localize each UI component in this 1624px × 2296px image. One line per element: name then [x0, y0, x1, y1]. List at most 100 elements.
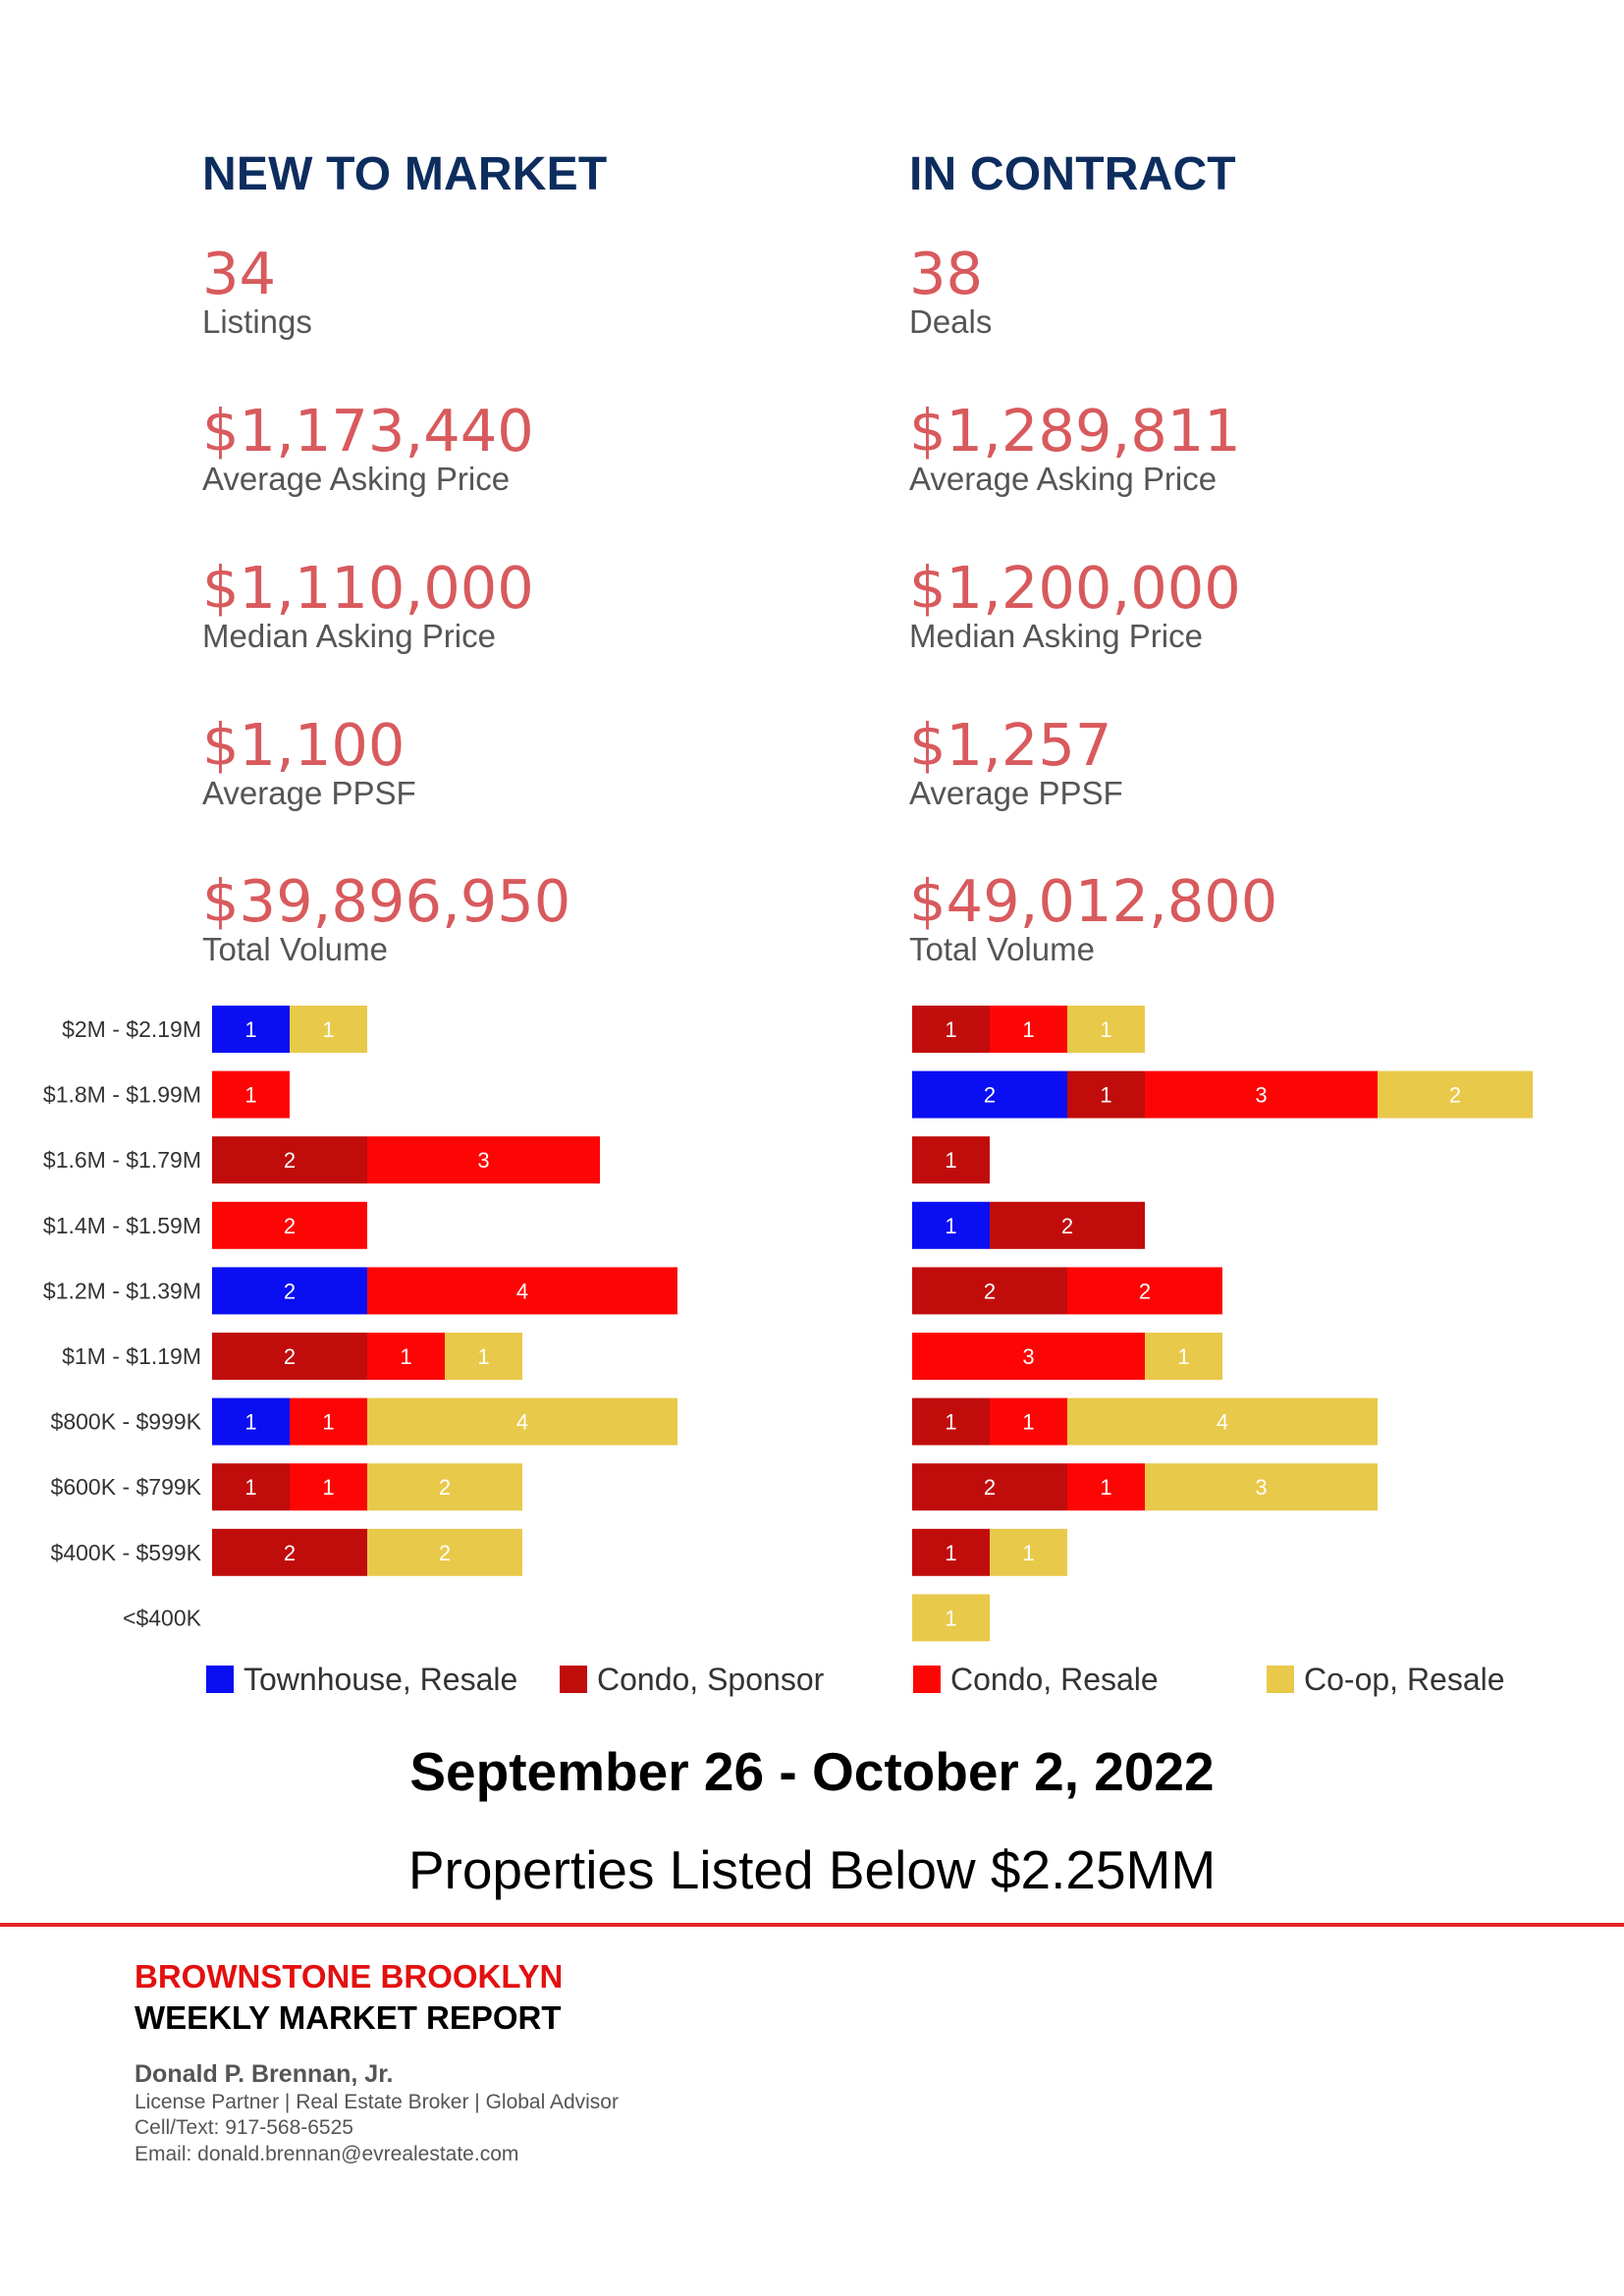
- stat-label: Average PPSF: [202, 775, 416, 811]
- stat-label: Average PPSF: [909, 775, 1123, 811]
- bar-data-label: 1: [322, 1410, 334, 1435]
- category-label: $2M - $2.19M: [62, 1016, 201, 1042]
- bar-segment: [1067, 1267, 1222, 1315]
- stat-value: $1,289,811: [909, 397, 1241, 465]
- bar-data-label: 1: [244, 1083, 256, 1108]
- category-label: $1.4M - $1.59M: [43, 1213, 201, 1238]
- category-label: $1.6M - $1.79M: [43, 1147, 201, 1173]
- agent-name: Donald P. Brennan, Jr.: [135, 2060, 394, 2088]
- bar-data-label: 1: [244, 1475, 256, 1500]
- bar-data-label: 3: [1022, 1344, 1034, 1369]
- bar-data-label: 4: [516, 1279, 528, 1303]
- bar-data-label: 2: [1449, 1083, 1461, 1108]
- bar-segment: [212, 1070, 290, 1119]
- agent-title: License Partner | Real Estate Broker | G…: [135, 2091, 619, 2113]
- report-name: WEEKLY MARKET REPORT: [135, 1999, 562, 2036]
- legend-label: Condo, Sponsor: [597, 1662, 825, 1697]
- stat-label: Total Volume: [909, 931, 1095, 967]
- bar-segment: [912, 1594, 990, 1642]
- category-label: $400K - $599K: [51, 1540, 202, 1565]
- bar-data-label: 1: [400, 1344, 411, 1369]
- bar-data-label: 1: [477, 1344, 489, 1369]
- bar-data-label: 3: [1255, 1475, 1267, 1500]
- bar-segment: [1067, 1070, 1145, 1119]
- legend-swatch: [206, 1666, 234, 1693]
- new-to-market-title: NEW TO MARKET: [202, 148, 608, 200]
- bar-data-label: 1: [945, 1541, 956, 1565]
- stat-value: $39,896,950: [202, 867, 571, 935]
- stat-label: Median Asking Price: [909, 618, 1203, 654]
- bar-data-label: 4: [516, 1410, 528, 1435]
- stat-value: $49,012,800: [909, 867, 1278, 935]
- bar-segment: [290, 1463, 367, 1511]
- agent-email: Email: donald.brennan@evrealestate.com: [135, 2143, 519, 2165]
- bar-data-label: 1: [1100, 1475, 1111, 1500]
- bar-segment: [212, 1201, 367, 1249]
- bar-data-label: 1: [945, 1148, 956, 1173]
- agent-phone: Cell/Text: 917-568-6525: [135, 2116, 353, 2139]
- legend-coop-resale: Co-op, Resale: [1267, 1662, 1505, 1697]
- bar-segment: [912, 1463, 1067, 1511]
- listings-stat: 34 Listings: [202, 244, 312, 340]
- bar-data-label: 1: [322, 1475, 334, 1500]
- bar-segment: [990, 1397, 1067, 1446]
- bar-segment: [1145, 1463, 1378, 1511]
- bar-data-label: 2: [284, 1541, 296, 1565]
- category-label: $600K - $799K: [51, 1474, 202, 1500]
- stat-value: 34: [202, 240, 277, 307]
- category-label: <$400K: [123, 1605, 202, 1630]
- legend-label: Townhouse, Resale: [244, 1662, 518, 1697]
- footer-divider: [0, 1923, 1624, 1927]
- bar-segment: [212, 1267, 367, 1315]
- bar-segment: [990, 1006, 1067, 1053]
- bar-data-label: 2: [1139, 1279, 1151, 1303]
- bar-segment: [212, 1333, 367, 1380]
- category-label: $1.2M - $1.39M: [43, 1278, 201, 1303]
- bar-segment: [367, 1333, 445, 1380]
- stat-label: Listings: [202, 303, 312, 340]
- bar-data-label: 1: [244, 1410, 256, 1435]
- average-asking-price-stat: $1,173,440 Average Asking Price: [202, 401, 534, 497]
- bar-data-label: 2: [284, 1279, 296, 1303]
- bar-segment: [290, 1006, 367, 1053]
- total-volume-stat: $49,012,800 Total Volume: [909, 871, 1277, 967]
- bar-data-label: 1: [322, 1017, 334, 1042]
- bar-segment: [212, 1006, 290, 1053]
- bar-segment: [1145, 1333, 1222, 1380]
- bar-data-label: 2: [284, 1344, 296, 1369]
- bar-segment: [1145, 1070, 1378, 1119]
- bar-segment: [912, 1136, 990, 1184]
- legend-condo-resale: Condo, Resale: [913, 1662, 1159, 1697]
- bar-segment: [912, 1528, 990, 1576]
- bar-data-label: 2: [984, 1475, 996, 1500]
- bar-data-label: 1: [945, 1017, 956, 1042]
- bar-segment: [912, 1333, 1145, 1380]
- bar-data-label: 2: [284, 1148, 296, 1173]
- bar-segment: [367, 1528, 522, 1576]
- stat-label: Average Asking Price: [909, 461, 1218, 497]
- median-asking-price-stat: $1,200,000 Median Asking Price: [909, 558, 1241, 654]
- bar-data-label: 1: [945, 1410, 956, 1435]
- bar-data-label: 1: [1100, 1083, 1111, 1108]
- legend-label: Co-op, Resale: [1304, 1662, 1505, 1697]
- bar-data-label: 1: [1022, 1017, 1034, 1042]
- bar-data-label: 3: [477, 1148, 489, 1173]
- bar-data-label: 1: [945, 1606, 956, 1630]
- bar-segment: [1067, 1006, 1145, 1053]
- legend-condo-sponsor: Condo, Sponsor: [560, 1662, 825, 1697]
- bar-segment: [912, 1070, 1067, 1119]
- stat-value: $1,173,440: [202, 397, 534, 465]
- bar-segment: [212, 1463, 290, 1511]
- bar-data-label: 1: [1022, 1541, 1034, 1565]
- bar-segment: [990, 1201, 1145, 1249]
- bar-data-label: 4: [1217, 1410, 1228, 1435]
- bar-segment: [445, 1333, 522, 1380]
- price-range-charts: $2M - $2.19M 1 1 $1.8M - $1.99M 1 $1.6M - $1.…: [43, 1006, 1533, 1642]
- bar-segment: [1067, 1397, 1378, 1446]
- legend-townhouse-resale: Townhouse, Resale: [206, 1662, 518, 1697]
- bar-data-label: 2: [1061, 1214, 1073, 1238]
- bar-segment: [212, 1136, 367, 1184]
- in-contract-title: IN CONTRACT: [909, 148, 1236, 200]
- average-ppsf-stat: $1,100 Average PPSF: [202, 715, 416, 811]
- bar-data-label: 3: [1255, 1083, 1267, 1108]
